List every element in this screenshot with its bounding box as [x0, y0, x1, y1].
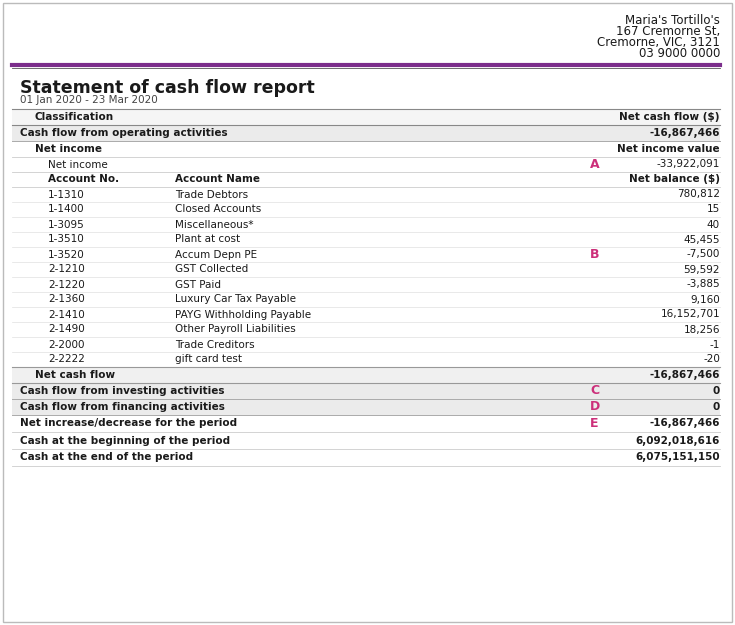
Text: 18,256: 18,256	[684, 324, 720, 334]
Text: 2-1410: 2-1410	[48, 309, 85, 319]
Text: 45,455: 45,455	[684, 234, 720, 244]
Text: 9,160: 9,160	[690, 294, 720, 304]
Text: Cash flow from operating activities: Cash flow from operating activities	[20, 128, 228, 138]
Text: 0: 0	[713, 402, 720, 412]
Text: 1-3520: 1-3520	[48, 249, 85, 259]
Bar	[12, 367, 720, 383]
Text: C: C	[590, 384, 599, 398]
Text: Cash at the beginning of the period: Cash at the beginning of the period	[20, 436, 230, 446]
Text: -20: -20	[703, 354, 720, 364]
Text: 1-3095: 1-3095	[48, 219, 85, 229]
Text: -16,867,466: -16,867,466	[650, 370, 720, 380]
Text: Miscellaneous*: Miscellaneous*	[175, 219, 254, 229]
Text: 59,592: 59,592	[684, 264, 720, 274]
Text: Closed Accounts: Closed Accounts	[175, 204, 261, 214]
Text: E: E	[590, 417, 598, 430]
Text: -16,867,466: -16,867,466	[650, 419, 720, 429]
Text: 0: 0	[713, 386, 720, 396]
Text: Cash flow from investing activities: Cash flow from investing activities	[20, 386, 224, 396]
Text: Net balance ($): Net balance ($)	[629, 174, 720, 184]
Text: Net income: Net income	[48, 159, 108, 169]
Text: 2-1490: 2-1490	[48, 324, 85, 334]
Text: Net increase/decrease for the period: Net increase/decrease for the period	[20, 419, 237, 429]
Bar	[12, 125, 720, 141]
Text: Net cash flow ($): Net cash flow ($)	[620, 112, 720, 122]
Text: 1-1310: 1-1310	[48, 189, 85, 199]
Text: 6,092,018,616: 6,092,018,616	[636, 436, 720, 446]
Text: 03 9000 0000: 03 9000 0000	[639, 47, 720, 60]
Bar	[12, 109, 720, 125]
Text: 167 Cremorne St,: 167 Cremorne St,	[616, 25, 720, 38]
Text: Other Payroll Liabilities: Other Payroll Liabilities	[175, 324, 295, 334]
Text: Net income: Net income	[35, 144, 102, 154]
Bar	[12, 399, 720, 415]
Text: 1-3510: 1-3510	[48, 234, 85, 244]
Text: Net cash flow: Net cash flow	[35, 370, 115, 380]
Text: 2-1210: 2-1210	[48, 264, 85, 274]
Text: GST Paid: GST Paid	[175, 279, 221, 289]
Text: PAYG Withholding Payable: PAYG Withholding Payable	[175, 309, 311, 319]
Text: 780,812: 780,812	[677, 189, 720, 199]
Text: D: D	[590, 401, 600, 414]
Text: -16,867,466: -16,867,466	[650, 128, 720, 138]
Bar	[12, 383, 720, 399]
Text: 2-2000: 2-2000	[48, 339, 85, 349]
Text: 15: 15	[707, 204, 720, 214]
Text: 2-1220: 2-1220	[48, 279, 85, 289]
Text: Maria's Tortillo's: Maria's Tortillo's	[625, 14, 720, 27]
Text: -3,885: -3,885	[686, 279, 720, 289]
Text: 16,152,701: 16,152,701	[660, 309, 720, 319]
Text: 40: 40	[707, 219, 720, 229]
Text: Net income value: Net income value	[617, 144, 720, 154]
Text: 01 Jan 2020 - 23 Mar 2020: 01 Jan 2020 - 23 Mar 2020	[20, 95, 158, 105]
Text: Luxury Car Tax Payable: Luxury Car Tax Payable	[175, 294, 296, 304]
Text: Statement of cash flow report: Statement of cash flow report	[20, 79, 315, 97]
Text: Accum Depn PE: Accum Depn PE	[175, 249, 257, 259]
Text: Plant at cost: Plant at cost	[175, 234, 240, 244]
Text: gift card test: gift card test	[175, 354, 242, 364]
Text: Classification: Classification	[35, 112, 114, 122]
Text: A: A	[590, 158, 600, 171]
Text: -1: -1	[709, 339, 720, 349]
Text: -7,500: -7,500	[686, 249, 720, 259]
Text: 6,075,151,150: 6,075,151,150	[635, 452, 720, 462]
Text: 1-1400: 1-1400	[48, 204, 85, 214]
Text: Cash at the end of the period: Cash at the end of the period	[20, 452, 193, 462]
Text: Cash flow from financing activities: Cash flow from financing activities	[20, 402, 225, 412]
Text: Account No.: Account No.	[48, 174, 119, 184]
Text: 2-1360: 2-1360	[48, 294, 85, 304]
Text: Trade Creditors: Trade Creditors	[175, 339, 254, 349]
Text: Cremorne, VIC, 3121: Cremorne, VIC, 3121	[597, 36, 720, 49]
Text: Account Name: Account Name	[175, 174, 260, 184]
Text: GST Collected: GST Collected	[175, 264, 248, 274]
Text: 2-2222: 2-2222	[48, 354, 85, 364]
Text: -33,922,091: -33,922,091	[656, 159, 720, 169]
Text: B: B	[590, 248, 600, 261]
Text: Trade Debtors: Trade Debtors	[175, 189, 248, 199]
